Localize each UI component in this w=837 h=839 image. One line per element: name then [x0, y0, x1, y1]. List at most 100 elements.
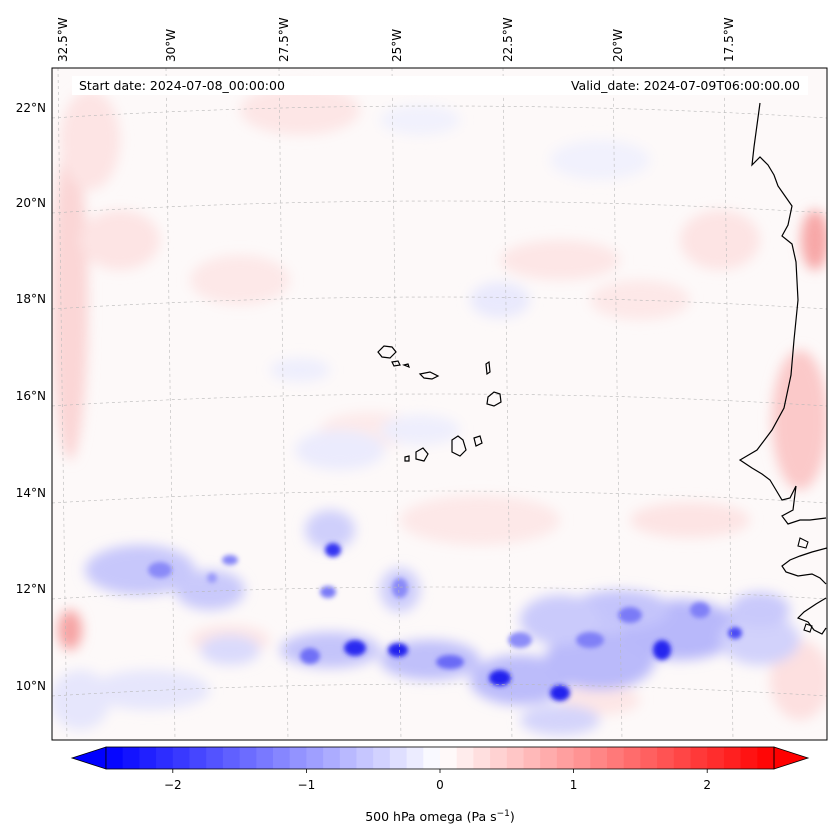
omega-patch: [680, 210, 760, 270]
colorbar-segment: [406, 747, 424, 769]
colorbar-segment: [273, 747, 291, 769]
colorbar-segment: [673, 747, 691, 769]
colorbar-ticks: −2 −1 0 1 2: [164, 769, 711, 792]
colorbar-segment: [440, 747, 458, 769]
colorbar-segment: [590, 747, 608, 769]
colorbar: −2 −1 0 1 2 500 hPa omega (Pa s−1): [70, 746, 810, 824]
omega-core: [728, 627, 742, 639]
longitude-label: 30°W: [164, 29, 178, 62]
colorbar-segment: [256, 747, 274, 769]
omega-patch: [80, 210, 160, 270]
colorbar-segment: [757, 747, 775, 769]
parallel-line: [52, 683, 827, 697]
meridian-line: [723, 68, 734, 740]
longitude-label: 20°W: [611, 29, 625, 62]
colorbar-segment: [690, 747, 708, 769]
meridian-line: [165, 68, 176, 740]
parallel-line: [52, 200, 827, 214]
omega-patch: [58, 610, 82, 650]
colorbar-extend-low: [70, 746, 107, 770]
omega-patch: [200, 635, 260, 665]
parallel-line: [52, 586, 827, 600]
omega-patch: [52, 140, 88, 460]
latitude-label: 20°N: [16, 196, 46, 210]
colorbar-tick-label: −2: [164, 778, 182, 792]
colorbar-segment: [523, 747, 541, 769]
colorbar-segment: [640, 747, 658, 769]
cape-verde-islands: [377, 345, 502, 462]
omega-patch: [270, 358, 330, 382]
omega-patch: [380, 105, 460, 135]
coast-guinea-bissau: [781, 547, 827, 585]
date-banner: [72, 76, 808, 95]
omega-patch: [550, 140, 650, 180]
omega-patch: [630, 502, 750, 538]
omega-patch: [720, 615, 800, 665]
colorbar-segment: [339, 747, 357, 769]
coast-guinea: [796, 597, 827, 635]
omega-patch: [545, 630, 655, 690]
meridian-line: [502, 68, 513, 740]
meridian-line: [612, 68, 623, 740]
omega-patch: [305, 510, 355, 550]
omega-core: [320, 586, 336, 598]
latitude-label: 18°N: [16, 292, 46, 306]
latitude-label: 12°N: [16, 582, 46, 596]
colorbar-extend-high: [773, 746, 810, 770]
omega-patch: [730, 592, 790, 628]
omega-core: [325, 543, 341, 557]
colorbar-segment: [556, 747, 575, 769]
map-panel: [52, 68, 827, 740]
latitude-label: 10°N: [16, 679, 46, 693]
colorbar-segment: [373, 747, 391, 769]
omega-patch: [380, 415, 460, 445]
latitude-label: 14°N: [16, 486, 46, 500]
omega-core: [222, 555, 238, 565]
meridian-line: [278, 68, 289, 740]
colorbar-segment: [106, 747, 124, 769]
colorbar-segment: [707, 747, 725, 769]
omega-patch: [190, 255, 290, 305]
start-date-label: Start date: 2024-07-08_00:00:00: [79, 78, 285, 93]
parallel-line: [52, 490, 827, 504]
colorbar-segment: [222, 747, 241, 769]
africa-coastline: [738, 102, 827, 525]
colorbar-segment: [189, 747, 207, 769]
colorbar-segment: [323, 747, 341, 769]
omega-core: [436, 655, 464, 669]
parallel-line: [52, 296, 827, 310]
colorbar-segment: [456, 747, 474, 769]
omega-core: [576, 632, 604, 648]
colorbar-segment: [723, 747, 742, 769]
colorbar-tick-label: 1: [570, 778, 578, 792]
omega-core: [653, 640, 671, 660]
omega-core: [148, 562, 172, 578]
omega-patch: [240, 85, 360, 135]
longitude-label: 27.5°W: [277, 17, 291, 62]
omega-core: [489, 670, 511, 686]
colorbar-segment: [540, 747, 558, 769]
omega-core: [508, 632, 532, 648]
coast-islets: [797, 537, 813, 633]
omega-core: [388, 643, 408, 657]
colorbar-segment: [206, 747, 224, 769]
omega-patch: [520, 705, 600, 735]
omega-patch: [295, 430, 385, 470]
omega-patch: [470, 655, 570, 705]
omega-patch: [175, 570, 245, 610]
longitude-label: 17.5°W: [722, 17, 736, 62]
omega-patch: [400, 495, 560, 545]
map-gridlines: [52, 68, 827, 740]
latitude-labels: 22°N 20°N 18°N 16°N 14°N 12°N 10°N: [16, 101, 46, 693]
omega-patch: [90, 670, 210, 710]
longitude-label: 22.5°W: [501, 17, 515, 62]
meridian-line: [391, 68, 402, 740]
longitude-label: 32.5°W: [56, 17, 70, 62]
parallel-line: [52, 393, 827, 407]
omega-core: [550, 685, 570, 701]
colorbar-segment: [356, 747, 374, 769]
omega-patch: [500, 240, 620, 280]
colorbar-segment: [389, 747, 408, 769]
colorbar-segment: [239, 747, 257, 769]
